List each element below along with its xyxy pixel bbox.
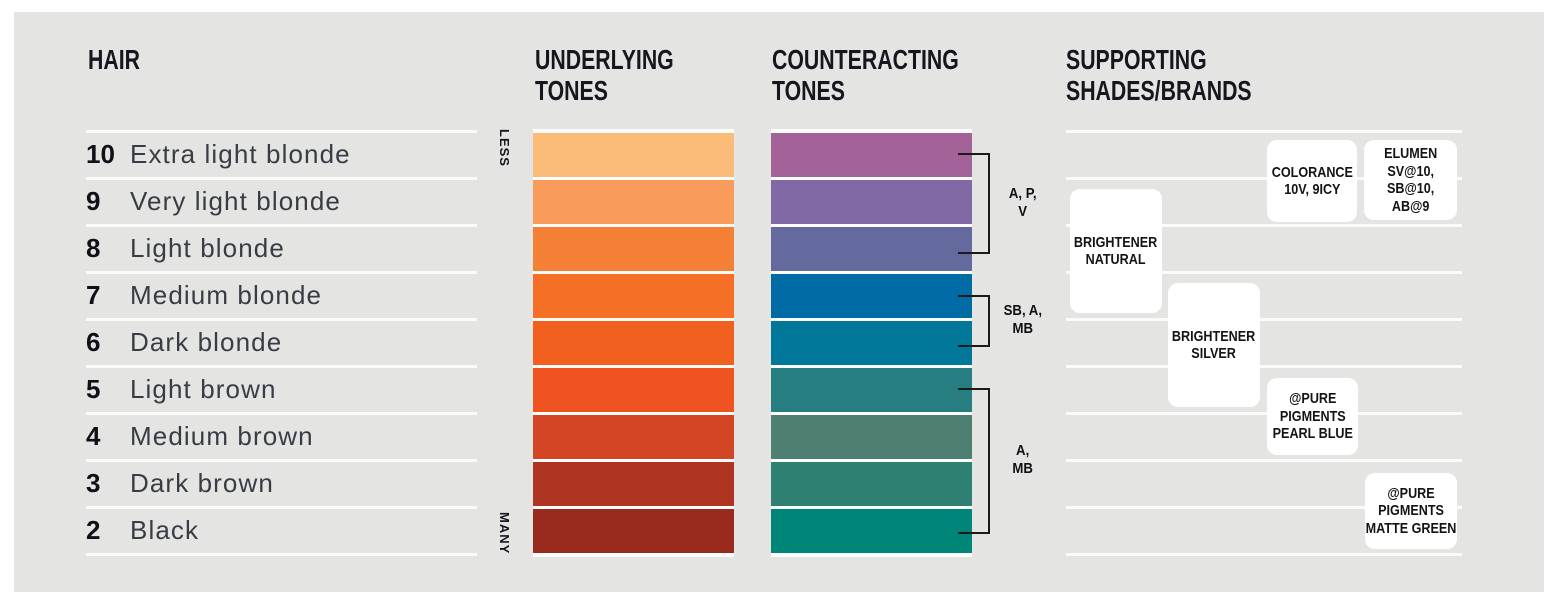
hair-level-number: 8	[86, 233, 101, 263]
row-separator	[86, 271, 477, 274]
hair-row-level-2: 2 Black	[86, 507, 478, 554]
tone-group-bracket-1	[958, 153, 990, 254]
hair-level-number: 6	[86, 327, 101, 357]
tone-group-bracket-3	[958, 388, 990, 534]
underlying-swatch-level-9	[533, 180, 734, 224]
underlying-swatch-level-4	[533, 415, 734, 459]
underlying-swatch-level-2	[533, 509, 734, 553]
row-separator	[86, 224, 477, 227]
row-separator	[1066, 177, 1462, 180]
hair-level-number: 7	[86, 280, 101, 310]
supporting-box-label: @PURE PIGMENTS MATTE GREEN	[1365, 484, 1457, 537]
tone-group-label-sbamb: SB, A, MB	[1003, 302, 1043, 337]
hair-level-number: 9	[86, 186, 101, 216]
hair-row-level-8: 8 Light blonde	[86, 225, 478, 272]
underlying-swatch-level-10	[533, 133, 734, 177]
hair-row-level-10: 10 Extra light blonde	[86, 131, 478, 178]
row-separator	[1066, 130, 1462, 133]
hair-level-number: 10	[86, 139, 115, 169]
underlying-tones-column	[533, 129, 734, 557]
hair-level-name: Light brown	[130, 374, 277, 404]
underlying-swatch-level-7	[533, 274, 734, 318]
hair-level-number: 2	[86, 515, 101, 545]
row-separator	[86, 506, 477, 509]
row-separator	[86, 177, 477, 180]
hair-row-level-4: 4 Medium brown	[86, 413, 478, 460]
tone-group-label-amb: A, MB	[1012, 442, 1034, 477]
underlying-swatch-level-6	[533, 321, 734, 365]
underlying-swatch-level-3	[533, 462, 734, 506]
column-header-supporting-shades: SUPPORTING SHADES/BRANDS	[1066, 44, 1252, 106]
supporting-box-label: BRIGHTENER NATURAL	[1074, 233, 1158, 269]
supporting-box-elumen: ELUMEN SV@10, SB@10, AB@9	[1364, 140, 1457, 220]
supporting-box-brightener-silver: BRIGHTENER SILVER	[1168, 283, 1260, 407]
underlying-swatch-level-8	[533, 227, 734, 271]
row-separator	[86, 365, 477, 368]
row-separator	[1066, 224, 1462, 227]
hair-level-name: Dark blonde	[130, 327, 283, 357]
counteracting-swatch-level-10	[771, 133, 972, 177]
supporting-box-pure-pigments-matte-green: @PURE PIGMENTS MATTE GREEN	[1365, 473, 1457, 549]
underlying-axis-less-label: LESS	[497, 129, 512, 167]
row-separator	[1066, 318, 1462, 321]
hair-row-level-6: 6 Dark blonde	[86, 319, 478, 366]
hair-row-level-3: 3 Dark brown	[86, 460, 478, 507]
tone-group-bracket-2	[958, 295, 990, 347]
supporting-box-colorance: COLORANCE 10V, 9ICY	[1267, 140, 1357, 222]
hair-level-name: Medium brown	[130, 421, 314, 451]
hair-level-name: Dark brown	[130, 468, 274, 498]
supporting-box-pure-pigments-pearl-blue: @PURE PIGMENTS PEARL BLUE	[1267, 378, 1358, 455]
counteracting-swatch-level-4	[771, 415, 972, 459]
hair-level-name: Medium blonde	[130, 280, 323, 310]
counteracting-swatch-level-2	[771, 509, 972, 553]
hair-level-name: Extra light blonde	[130, 139, 351, 169]
hair-level-number: 4	[86, 421, 101, 451]
supporting-box-label: @PURE PIGMENTS PEARL BLUE	[1272, 390, 1353, 443]
column-header-hair: HAIR	[88, 44, 141, 75]
counteracting-swatch-level-8	[771, 227, 972, 271]
supporting-box-label: ELUMEN SV@10, SB@10, AB@9	[1383, 145, 1438, 215]
underlying-swatch-level-5	[533, 368, 734, 412]
supporting-box-brightener-natural: BRIGHTENER NATURAL	[1070, 189, 1162, 313]
row-separator	[1066, 553, 1462, 556]
counteracting-swatch-level-7	[771, 274, 972, 318]
row-separator	[1066, 506, 1462, 509]
hair-row-level-7: 7 Medium blonde	[86, 272, 478, 319]
hair-level-name: Black	[130, 515, 200, 545]
row-separator	[1066, 459, 1462, 462]
hair-row-level-5: 5 Light brown	[86, 366, 478, 413]
row-separator	[86, 412, 477, 415]
row-separator	[86, 553, 477, 556]
counteracting-tones-column	[771, 129, 972, 557]
underlying-axis-many-label: MANY	[497, 511, 512, 554]
hair-level-number: 5	[86, 374, 101, 404]
row-separator	[86, 318, 477, 321]
row-separator	[86, 459, 477, 462]
hair-level-name: Very light blonde	[130, 186, 341, 216]
column-header-underlying-tones: UNDERLYING TONES	[535, 44, 674, 106]
hair-row-level-9: 9 Very light blonde	[86, 178, 478, 225]
column-header-counteracting-tones: COUNTERACTING TONES	[772, 44, 959, 106]
counteracting-swatch-level-5	[771, 368, 972, 412]
tone-group-label-apv: A, P, V	[1009, 185, 1037, 220]
row-separator	[1066, 271, 1462, 274]
supporting-box-label: BRIGHTENER SILVER	[1172, 327, 1256, 363]
counteracting-swatch-level-3	[771, 462, 972, 506]
row-separator	[86, 130, 477, 133]
row-separator	[1066, 365, 1462, 368]
supporting-box-label: COLORANCE 10V, 9ICY	[1271, 163, 1353, 199]
counteracting-swatch-level-9	[771, 180, 972, 224]
hair-level-name: Light blonde	[130, 233, 285, 263]
counteracting-swatch-level-6	[771, 321, 972, 365]
row-separator	[1066, 412, 1462, 415]
hair-level-number: 3	[86, 468, 101, 498]
